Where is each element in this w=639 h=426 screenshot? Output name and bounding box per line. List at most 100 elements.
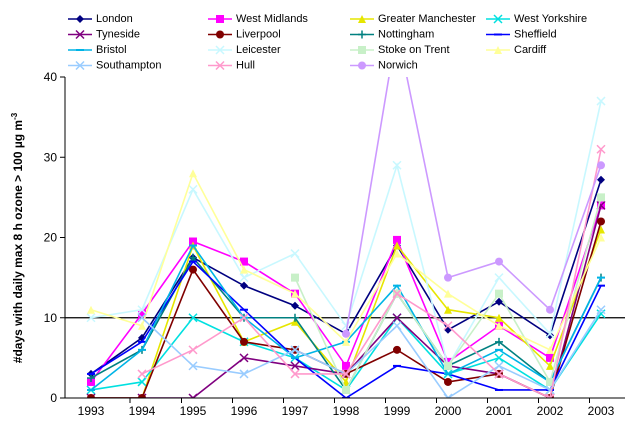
marker <box>545 393 555 398</box>
legend-label: West Yorkshire <box>514 13 587 25</box>
marker <box>494 273 504 283</box>
marker <box>444 325 452 334</box>
legend-marker <box>216 15 224 23</box>
marker <box>495 321 503 330</box>
marker <box>546 377 554 386</box>
legend-marker <box>75 29 85 40</box>
x-tick-label: 1999 <box>384 404 411 418</box>
marker <box>87 377 95 386</box>
marker <box>495 297 503 306</box>
marker <box>597 193 605 202</box>
marker <box>393 241 401 250</box>
marker <box>290 345 300 355</box>
marker <box>444 305 452 314</box>
marker <box>494 353 504 363</box>
marker <box>444 289 452 298</box>
marker <box>137 377 147 387</box>
marker <box>393 235 401 244</box>
x-tick-label: 1997 <box>282 404 309 418</box>
marker <box>597 161 605 170</box>
marker <box>188 361 198 371</box>
x-tick-label: 1994 <box>129 404 156 418</box>
marker <box>137 305 147 315</box>
marker <box>545 329 555 339</box>
marker <box>240 265 248 274</box>
marker <box>240 337 248 346</box>
marker <box>494 361 504 371</box>
marker <box>597 217 605 226</box>
x-tick-label: 2001 <box>486 404 513 418</box>
marker <box>444 377 452 386</box>
marker <box>137 313 147 323</box>
marker <box>291 313 299 322</box>
marker <box>392 289 402 299</box>
marker <box>393 249 401 258</box>
marker <box>342 361 350 370</box>
marker <box>546 345 554 354</box>
marker <box>239 273 249 283</box>
marker <box>239 313 249 323</box>
marker <box>597 175 605 184</box>
legend-label: Liverpool <box>236 28 281 40</box>
y-tick-label: 30 <box>44 150 58 164</box>
marker <box>444 357 452 366</box>
series-line <box>90 205 602 383</box>
marker <box>495 257 503 266</box>
x-tick-label: 1998 <box>333 404 360 418</box>
legend-label: Stoke on Trent <box>378 44 450 56</box>
marker <box>342 337 350 346</box>
marker <box>341 369 351 379</box>
y-axis-title: #days with daily max 8 h ozone > 100 µg … <box>10 112 25 363</box>
legend-label: Leicester <box>236 44 281 56</box>
y-tick-label: 20 <box>44 231 58 245</box>
marker <box>546 361 554 370</box>
legend-marker <box>358 46 366 54</box>
x-tick-label: 1995 <box>180 404 207 418</box>
marker <box>444 273 452 282</box>
marker <box>597 233 605 242</box>
marker <box>189 237 197 246</box>
legend-marker <box>358 15 366 23</box>
series-line <box>141 149 602 398</box>
legend-marker <box>216 30 224 39</box>
marker <box>87 373 95 382</box>
x-tick-label: 2003 <box>588 404 615 418</box>
marker <box>291 301 299 310</box>
marker <box>87 394 95 398</box>
legend-marker <box>493 14 503 24</box>
legend-marker <box>358 30 366 39</box>
x-tick-label: 2000 <box>435 404 462 418</box>
legend-label: Greater Manchester <box>378 13 476 25</box>
marker <box>189 265 197 274</box>
marker <box>495 337 503 346</box>
legend-label: Bristol <box>96 44 127 56</box>
marker <box>290 361 300 371</box>
marker <box>546 305 554 314</box>
marker <box>392 321 402 331</box>
marker <box>188 313 198 323</box>
marker <box>546 353 554 362</box>
legend-label: Tyneside <box>96 28 140 40</box>
marker <box>597 225 605 234</box>
legend-marker <box>215 45 225 55</box>
marker <box>393 345 401 354</box>
marker <box>546 331 554 340</box>
legend-marker <box>494 46 502 54</box>
marker <box>291 289 299 298</box>
y-tick-label: 40 <box>44 70 58 84</box>
marker <box>443 321 453 331</box>
marker <box>188 184 198 194</box>
marker <box>239 353 249 363</box>
x-tick-label: 1993 <box>78 404 105 418</box>
marker <box>188 345 198 355</box>
marker <box>291 317 299 326</box>
marker <box>495 289 503 298</box>
y-axis-title-sup: -3 <box>10 112 19 120</box>
marker <box>596 96 606 106</box>
marker <box>444 361 452 370</box>
marker <box>290 249 300 259</box>
y-tick-label: 10 <box>44 311 58 325</box>
legend-marker <box>358 61 366 70</box>
y-tick-label: 0 <box>50 391 57 405</box>
marker <box>494 369 504 379</box>
